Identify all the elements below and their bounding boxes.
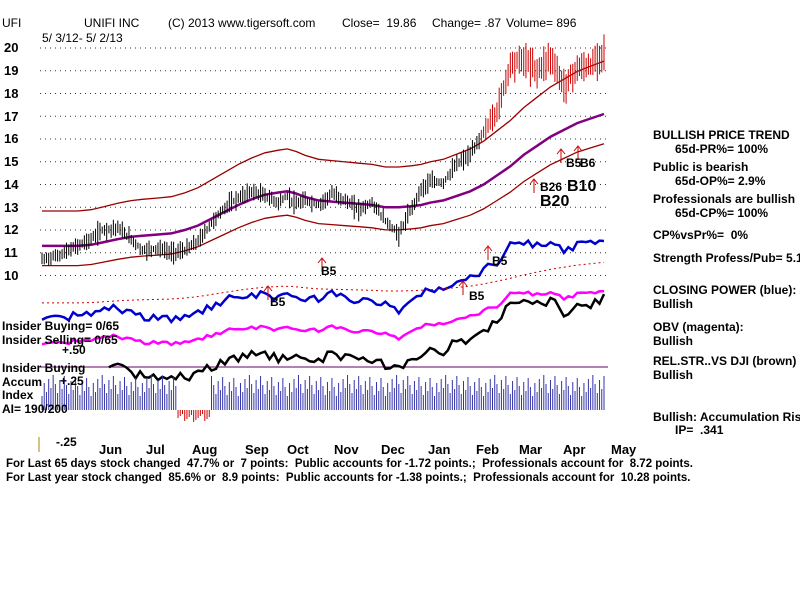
pr-value: 65d-PR%= 100% xyxy=(675,142,769,156)
y-tick: 20 xyxy=(4,40,19,55)
relstr-label: REL.STR..VS DJI (brown) xyxy=(653,354,797,368)
obv-label: OBV (magenta): xyxy=(653,320,744,334)
accumulation-histogram xyxy=(41,375,605,422)
moving-average xyxy=(42,112,605,248)
signal-arrow xyxy=(556,148,566,163)
signal-label: B10 xyxy=(567,178,597,195)
y-tick: 10 xyxy=(4,268,19,283)
accum-label: Accum xyxy=(2,375,43,389)
x-tick-month: Jul xyxy=(146,442,165,457)
signal-label: B20 xyxy=(540,193,570,210)
date-range: 5/ 3/12- 5/ 2/13 xyxy=(42,31,123,45)
signal-label: B6 xyxy=(580,156,596,170)
change-value: Change= .87 xyxy=(432,16,502,30)
x-tick-month: Oct xyxy=(287,442,309,457)
x-tick-month: May xyxy=(611,442,637,457)
x-tick-month: Mar xyxy=(519,442,543,457)
op-value: 65d-OP%= 2.9% xyxy=(675,174,766,188)
x-tick-month: Nov xyxy=(334,442,359,457)
cp-value: 65d-CP%= 100% xyxy=(675,206,769,220)
signal-label: B5 xyxy=(469,289,485,303)
price-bars xyxy=(41,34,605,266)
accum-axis-tick: +.50 xyxy=(62,343,86,357)
cp-vs-pr: CP%vsPr%= 0% xyxy=(653,228,749,242)
y-tick: 18 xyxy=(4,86,19,101)
closing-power-line xyxy=(41,238,605,325)
y-tick: 17 xyxy=(4,109,19,124)
x-tick-month: Sep xyxy=(245,442,269,457)
ticker-symbol: UFI xyxy=(2,16,22,30)
footer-year: For Last year stock changed 85.6% or 8.9… xyxy=(6,472,691,484)
signal-label: B5 xyxy=(270,295,286,309)
y-tick: 12 xyxy=(4,222,19,237)
signal-arrow xyxy=(263,285,273,300)
grid-lines xyxy=(38,47,608,452)
obv-line xyxy=(41,289,605,347)
signal-arrows xyxy=(263,145,583,300)
signal-arrow xyxy=(529,178,539,193)
y-tick: 13 xyxy=(4,200,19,215)
closing-power-label: CLOSING POWER (blue): xyxy=(653,283,797,297)
company-name: UNIFI INC xyxy=(84,16,140,30)
trend-title: BULLISH PRICE TREND xyxy=(653,128,790,142)
x-tick-month: Aug xyxy=(192,442,218,457)
indicator-ma xyxy=(42,261,605,304)
y-tick: 11 xyxy=(4,245,18,260)
signal-arrow xyxy=(317,257,327,272)
upper-band xyxy=(42,60,605,212)
accum-axis-tick: +.25 xyxy=(60,374,84,388)
volume-value: Volume= 896 xyxy=(506,16,577,30)
y-tick: 14 xyxy=(4,177,19,192)
signal-arrow xyxy=(573,145,583,160)
footer-65day: For Last 65 days stock changed 47.7% or … xyxy=(6,458,693,470)
x-tick-month: Jan xyxy=(428,442,451,457)
strength-ratio: Strength Profess/Pub= 5.1 xyxy=(653,251,800,265)
accum-axis-tick: -.25 xyxy=(56,435,77,449)
accum-label: Insider Buying xyxy=(2,361,86,375)
relative-strength-line xyxy=(108,293,606,382)
indicator-lines xyxy=(41,238,606,382)
signal-arrow xyxy=(483,245,493,260)
x-tick-month: Apr xyxy=(563,442,586,457)
y-tick: 15 xyxy=(4,154,19,169)
close-value: Close= 19.86 xyxy=(342,16,417,30)
pros-status: Professionals are bullish xyxy=(653,192,796,206)
ip-value: IP= .341 xyxy=(675,423,724,437)
insider-selling: Insider Selling= 0/65 xyxy=(2,333,118,347)
accum-label: Index xyxy=(2,388,34,402)
obv-status: Bullish xyxy=(653,334,694,348)
signal-label: B5 xyxy=(566,156,582,170)
y-tick: 19 xyxy=(4,63,19,78)
closing-power-status: Bullish xyxy=(653,297,694,311)
public-status: Public is bearish xyxy=(653,160,749,174)
copyright: (C) 2013 www.tigersoft.com xyxy=(168,16,316,30)
signal-label: B5 xyxy=(492,254,508,268)
y-tick: 16 xyxy=(4,131,19,146)
relstr-status: Bullish xyxy=(653,368,694,382)
lower-band xyxy=(42,143,605,267)
ai-value: AI= 190/200 xyxy=(2,402,68,416)
x-tick-month: Dec xyxy=(381,442,405,457)
signal-arrow xyxy=(458,280,468,295)
insider-buying: Insider Buying= 0/65 xyxy=(2,319,120,333)
signal-label: B5 xyxy=(321,264,337,278)
accum-status: Bullish: Accumulation Rising xyxy=(653,410,800,424)
signal-label: B26 xyxy=(540,180,563,194)
x-tick-month: Jun xyxy=(99,442,123,457)
x-tick-month: Feb xyxy=(476,442,500,457)
